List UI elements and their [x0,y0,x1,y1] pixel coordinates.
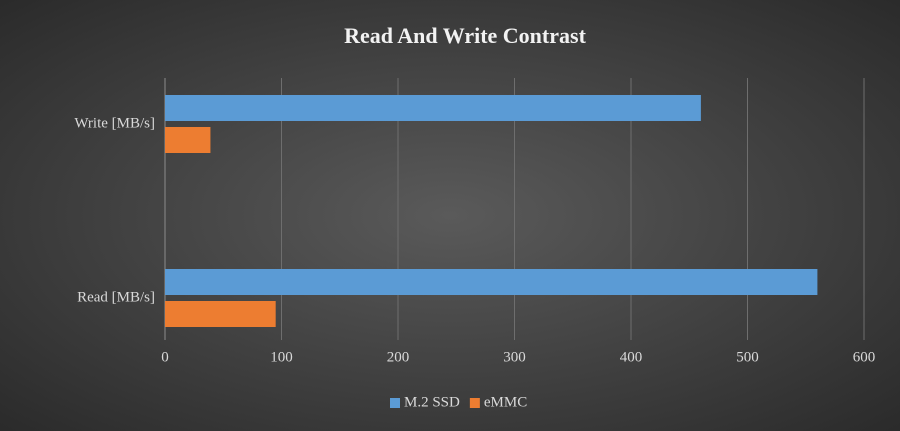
legend-label: eMMC [484,394,527,410]
x-tick-label: 100 [270,349,293,365]
x-tick-label: 500 [736,349,759,365]
x-tick-label: 300 [503,349,526,365]
x-tick-label: 0 [161,349,169,365]
legend-swatch [390,398,400,408]
y-tick-label: Read [MB/s] [77,289,155,305]
x-tick-label: 600 [853,349,876,365]
y-tick-label: Write [MB/s] [74,115,155,131]
legend-label: M.2 SSD [404,394,460,410]
bar [165,127,211,153]
x-tick-label: 200 [387,349,410,365]
x-tick-label: 400 [620,349,643,365]
bar [165,269,818,295]
bar [165,95,701,121]
bar [165,301,276,327]
chart-title: Read And Write Contrast [344,23,586,48]
legend-swatch [469,398,480,408]
